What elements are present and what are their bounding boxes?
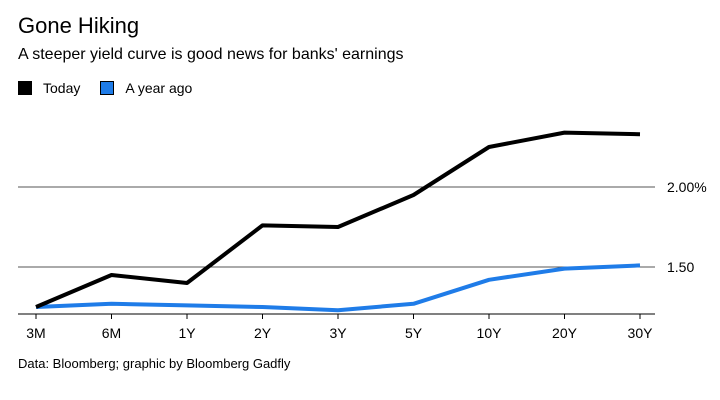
series-line-a-year-ago xyxy=(35,263,641,313)
source-note: Data: Bloomberg; graphic by Bloomberg Ga… xyxy=(18,356,291,371)
line-chart: 2.00% 1.50 3M 6M 1Y 2Y 3Y 5Y 10Y 20Y 30Y xyxy=(18,130,707,341)
chart-subtitle: A steeper yield curve is good news for b… xyxy=(18,46,404,63)
legend-label-year-ago: A year ago xyxy=(125,80,193,96)
legend-label-today: Today xyxy=(43,80,81,96)
legend-swatch-today xyxy=(18,81,32,95)
y-tick-label-0: 2.00% xyxy=(667,179,707,195)
x-tick-label-1: 6M xyxy=(102,325,121,341)
y-tick-label-1: 1.50 xyxy=(667,259,694,275)
series-line-today xyxy=(35,130,641,309)
x-tick-label-4: 3Y xyxy=(329,325,347,341)
legend-swatch-year-ago xyxy=(100,81,115,95)
x-tick-label-8: 30Y xyxy=(628,325,654,341)
chart-title: Gone Hiking xyxy=(18,13,140,38)
x-tick-label-0: 3M xyxy=(26,325,45,341)
legend-item-year-ago: A year ago xyxy=(100,79,192,97)
x-tick-label-3: 2Y xyxy=(254,325,272,341)
x-tick-label-2: 1Y xyxy=(178,325,196,341)
x-tick-label-6: 10Y xyxy=(477,325,503,341)
x-tick-label-7: 20Y xyxy=(552,325,578,341)
x-tick-label-5: 5Y xyxy=(405,325,423,341)
legend-item-today: Today xyxy=(18,79,80,97)
legend: Today A year ago xyxy=(18,79,212,97)
